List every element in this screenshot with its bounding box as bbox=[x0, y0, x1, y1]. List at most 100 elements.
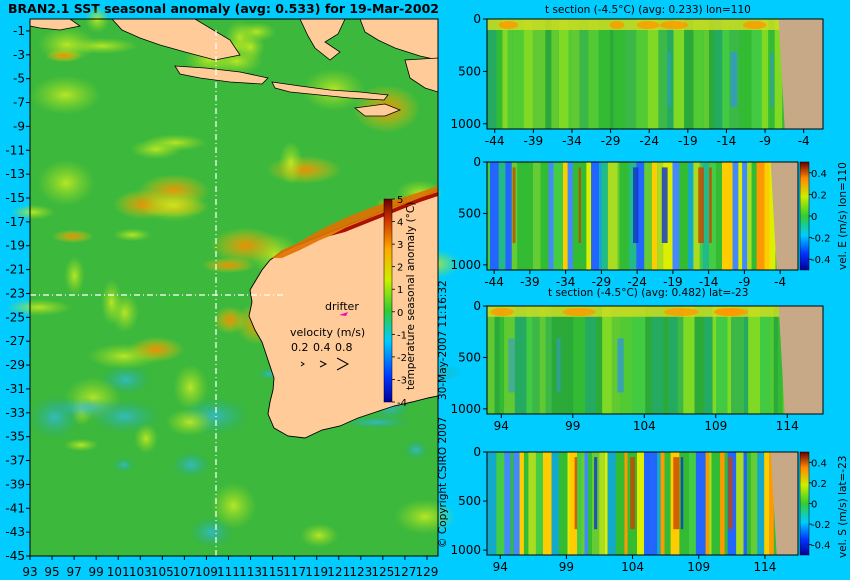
temperature-stripe bbox=[751, 19, 762, 129]
anomaly-patch bbox=[340, 416, 412, 429]
velocity-stripe bbox=[757, 452, 765, 555]
surface-warm-patch bbox=[636, 21, 660, 29]
temp-colorbar: 5 4 3 2 1 0 -1 -2 -3 -4 temperature seasonal anom… bbox=[383, 195, 417, 409]
velocity-legend-scale-2: 0.8 bbox=[335, 341, 353, 354]
anomaly-patch bbox=[210, 227, 281, 264]
anomaly-patch bbox=[394, 499, 456, 535]
temperature-stripe bbox=[647, 19, 659, 129]
section-x-tick-label: -14 bbox=[717, 134, 737, 148]
velocity-stripe bbox=[689, 452, 696, 555]
velocity-stripe bbox=[751, 162, 757, 270]
velocity-stripe bbox=[599, 162, 602, 270]
temperature-stripe bbox=[558, 19, 565, 129]
map-y-tick-label: -27 bbox=[5, 334, 25, 348]
velocity-stripe bbox=[738, 162, 743, 270]
anomaly-patch bbox=[51, 229, 94, 243]
anomaly-patch bbox=[113, 228, 152, 242]
temperature-stripe bbox=[777, 306, 783, 414]
map-x-tick-label: 121 bbox=[327, 565, 350, 579]
velocity-stripe bbox=[551, 452, 559, 555]
temperature-stripe bbox=[714, 19, 723, 129]
velocity-stripe bbox=[496, 452, 505, 555]
velocity-stripe bbox=[750, 452, 758, 555]
temperature-stripe bbox=[668, 306, 678, 414]
velocity-stripe bbox=[553, 162, 563, 270]
velocity-core bbox=[574, 457, 578, 530]
section-land bbox=[778, 306, 823, 414]
velocity-stripe bbox=[490, 162, 499, 270]
temp-colorbar-tick-label: 0 bbox=[397, 308, 403, 319]
section-x-tick-label: 104 bbox=[633, 419, 656, 433]
section-x-tick-label: 99 bbox=[565, 419, 580, 433]
map-x-axis: 93 95 97 99 101 103 105 107 109 111 113 115 117 119 12… bbox=[22, 556, 438, 579]
section-x-tick-label: 109 bbox=[687, 560, 710, 574]
velocity-stripe bbox=[577, 452, 582, 555]
velocity-stripe bbox=[599, 452, 605, 555]
velocity-core bbox=[578, 167, 581, 243]
temperature-stripe bbox=[598, 19, 611, 129]
anomaly-patch bbox=[201, 257, 257, 274]
temperature-stripe bbox=[694, 306, 705, 414]
temperature-stripe bbox=[572, 19, 580, 129]
velocity-arrow-large bbox=[336, 357, 350, 371]
temperature-stripe bbox=[739, 19, 752, 129]
temperature-stripe bbox=[658, 19, 668, 129]
map-y-tick-label: -31 bbox=[5, 382, 25, 396]
vel-e-section-panel: -44 -39 -34 -29 -24 -19 -14 -9 -4 0 500 1000 bbox=[450, 155, 799, 289]
vel-e-colorbar-gradient bbox=[799, 161, 810, 271]
map-y-tick-label: -13 bbox=[5, 167, 25, 181]
section-x-tick-label: 94 bbox=[494, 419, 509, 433]
velocity-core bbox=[594, 457, 598, 530]
velocity-stripe bbox=[644, 452, 653, 555]
velocity-stripe bbox=[722, 162, 730, 270]
temperature-stripe bbox=[722, 19, 730, 129]
map-y-tick-label: -45 bbox=[5, 549, 25, 563]
velocity-stripe bbox=[567, 162, 573, 270]
section-x-tick-label: -29 bbox=[592, 275, 612, 289]
anomaly-patch bbox=[64, 256, 85, 296]
section-x-tick-label: -19 bbox=[663, 275, 683, 289]
vel-colorbar-tick-label: 0.2 bbox=[811, 190, 827, 201]
section-frame bbox=[486, 161, 799, 271]
velocity-stripe bbox=[528, 452, 536, 555]
temperature-stripe bbox=[487, 19, 497, 129]
anomaly-patch bbox=[299, 523, 339, 548]
land-sulawesi bbox=[299, 18, 346, 61]
velocity-stripe bbox=[663, 162, 673, 270]
temperature-stripe bbox=[632, 306, 646, 414]
anomaly-patch bbox=[45, 49, 83, 63]
map-y-tick-label: -25 bbox=[5, 310, 25, 324]
anomaly-patch bbox=[301, 68, 365, 112]
velocity-stripe bbox=[729, 162, 733, 270]
anomaly-patch bbox=[5, 298, 73, 316]
temperature-stripe bbox=[625, 19, 637, 129]
section-frame bbox=[486, 18, 824, 130]
panel-title-t-lon: t section (-4.5°C) (avg: 0.233) lon=110 bbox=[545, 4, 751, 16]
temperature-stripe bbox=[684, 19, 694, 129]
land-borneo bbox=[111, 18, 241, 61]
velocity-core bbox=[673, 457, 680, 530]
temperature-stripe bbox=[596, 306, 603, 414]
velocity-core bbox=[709, 167, 712, 243]
map-y-tick-label: -23 bbox=[5, 286, 25, 300]
velocity-stripe bbox=[543, 452, 552, 555]
temperature-stripe bbox=[774, 19, 783, 129]
map-x-tick-label: 119 bbox=[305, 565, 328, 579]
vel-s-colorbar: 0.4 0.2 0 -0.2 -0.4 vel. S (m/s) lat=-23 bbox=[799, 451, 849, 558]
t-section-lon110-panel: -44 -39 -34 -29 -24 -19 -14 -9 -4 0 500 1000 bbox=[450, 12, 824, 148]
map-y-tick-label: -21 bbox=[5, 263, 25, 277]
velocity-core bbox=[633, 167, 639, 243]
anomaly-patch bbox=[210, 482, 257, 530]
velocity-legend-scale-0: 0.2 bbox=[291, 341, 309, 354]
vel-e-colorbar-label: vel. E (m/s) lon=110 bbox=[837, 162, 849, 270]
surface-warm-patch bbox=[562, 308, 596, 316]
map-x-tick-label: 93 bbox=[22, 565, 37, 579]
anomaly-patch bbox=[101, 279, 123, 326]
temperature-stripe bbox=[731, 306, 738, 414]
map-x-tick-label: 109 bbox=[195, 565, 218, 579]
velocity-arrow-medium bbox=[319, 360, 328, 368]
temp-colorbar-tick-label: -2 bbox=[397, 353, 407, 364]
vel-colorbar-tick-label: -0.2 bbox=[811, 234, 831, 245]
temp-colorbar-tick-label: 5 bbox=[397, 195, 403, 206]
temperature-stripe bbox=[636, 19, 648, 129]
